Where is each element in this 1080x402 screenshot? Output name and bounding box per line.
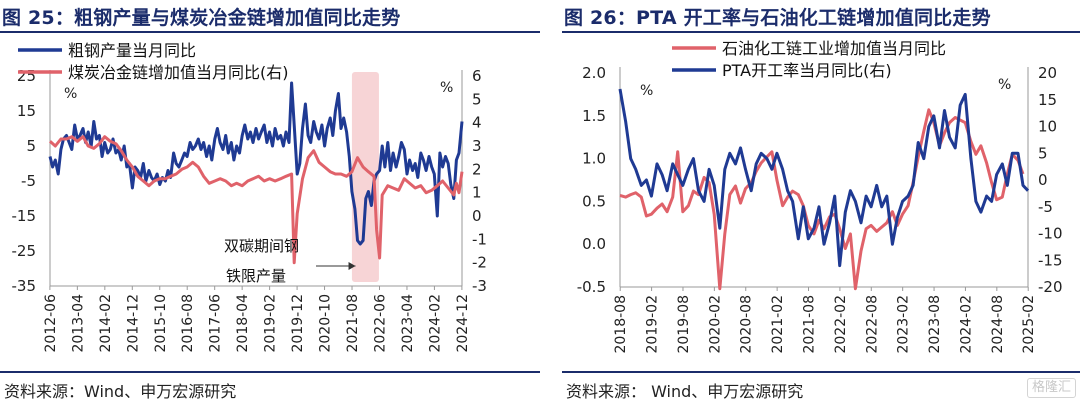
y-right-tick-label: 2 [472,160,482,178]
series-line-1 [619,108,1025,291]
source-note: 资料来源：Wind、申万宏源研究 [4,382,237,401]
y-right-tick-label: 20 [1038,64,1057,82]
x-tick-label: 2018-08 [613,295,629,354]
x-tick-label: 2013-04 [70,294,86,353]
y-right-tick-label: 0 [1038,171,1048,189]
y-right-tick-label: -3 [472,277,487,295]
y-right-tick-label: -15 [1038,251,1063,269]
x-tick-label: 2014-12 [125,294,141,353]
y-right-unit: % [440,80,453,96]
x-tick-label: 2015-10 [153,294,169,353]
x-tick-label: 2025-02 [1021,295,1037,354]
chart-svg-right: -0.5 0.0 0.5 1.0 1.5 2.0 -20 -15 -10 -5 0 5 10 15 20%%… [577,39,1063,354]
x-tick-label: 2022-08 [864,295,880,354]
x-tick-label: 2017-06 [208,294,224,353]
title-divider [0,31,540,33]
x-tick-label: 2020-02 [707,295,723,354]
y-right-tick-label: 4 [472,114,482,132]
y-right-tick-label: 0 [472,207,482,225]
y-left-tick-label: -35 [12,277,37,295]
x-tick-label: 2024-02 [427,294,443,353]
x-tick-label: 2019-02 [645,295,661,354]
y-right-tick-label: 5 [472,90,482,108]
y-left-tick-label: 15 [17,102,36,120]
y-left-tick-label: 2.0 [582,64,606,82]
y-left-tick-label: -5 [21,172,36,190]
chart-svg-left: -35 -25 -15 -5 5 15 25 -3 -2 -1 0 1 2 3 4 5 6% % 2012-06 20… [12,41,487,353]
x-tick-label: 2022-06 [372,294,388,353]
y-right-tick-label: 3 [472,137,482,155]
x-tick-label: 2021-08 [345,294,361,353]
y-left-tick-label: 0.0 [582,235,606,253]
x-tick-label: 2020-10 [318,294,334,353]
y-right-tick-label: -2 [472,254,487,272]
y-right-tick-label: 15 [1038,91,1057,109]
x-tick-label: 2012-06 [43,294,59,353]
y-left-tick-label: 1.0 [582,150,606,168]
x-tick-label: 2014-02 [98,294,114,353]
source-divider [562,371,1080,373]
y-left-unit: % [640,83,653,99]
legend-label-2: 煤炭冶金链增加值当月同比(右) [68,63,289,82]
legend-label-1: 粗钢产量当月同比 [68,41,196,60]
chart-title: 图 25：粗钢产量与煤炭冶金链增加值同比走势 [2,7,401,29]
y-left-tick-label: 0.5 [582,192,606,210]
source-note: 资料来源： Wind、申万宏源研究 [566,382,804,401]
y-left-tick-label: -25 [12,242,37,260]
series-line-2 [49,135,464,265]
legend-label-2: PTA开工率当月同比(右) [722,61,892,80]
chart-title: 图 26：PTA 开工率与石油化工链增加值同比走势 [564,7,991,29]
x-tick-label: 2023-02 [896,295,912,354]
x-tick-label: 2019-02 [263,294,279,353]
x-tick-label: 2021-08 [802,295,818,354]
y-right-unit: % [998,77,1011,93]
y-right-tick-label: -1 [472,230,487,248]
x-tick-label: 2024-12 [455,294,471,353]
y-left-tick-label: 5 [26,137,36,155]
series-line-1 [48,81,464,246]
x-tick-label: 2024-02 [958,295,974,354]
legend-label-1: 石油化工链工业增加值当月同比 [722,39,946,58]
y-right-tick-label: -10 [1038,225,1063,243]
x-tick-label: 2019-08 [676,295,692,354]
x-tick-label: 2018-04 [235,294,251,353]
y-right-tick-label: -5 [1038,198,1053,216]
watermark-logo: 格隆汇 [1026,378,1076,398]
chart-panel-left: 图 25：粗钢产量与煤炭冶金链增加值同比走势 -35 -25 -15 -5 5 15 25-… [0,7,540,401]
x-tick-label: 2019-12 [290,294,306,353]
source-divider [0,371,540,373]
y-left-tick-label: 1.5 [582,107,606,125]
y-right-tick-label: 10 [1038,118,1057,136]
y-left-tick-label: 25 [17,67,36,85]
y-left-unit: % [64,86,77,102]
x-tick-label: 2024-08 [990,295,1006,354]
series-line-2 [618,88,1030,268]
annotation-text: 铁限产量 [226,267,286,285]
annotation-arrowhead [348,262,356,270]
shaded-region [351,72,379,282]
x-tick-label: 2023-08 [927,295,943,354]
y-right-tick-label: 5 [1038,144,1048,162]
x-tick-label: 2016-08 [180,294,196,353]
y-left-tick-label: -0.5 [577,278,606,296]
x-tick-label: 2020-08 [739,295,755,354]
y-right-tick-label: 6 [472,67,482,85]
annotation-text: 双碳期间钢 [224,237,299,255]
chart-panel-right: 图 26：PTA 开工率与石油化工链增加值同比走势 -0.5 0.0 0.5 1.0 1… [562,0,1080,402]
x-tick-label: 2022-02 [833,295,849,354]
y-right-tick-label: 1 [472,184,482,202]
title-divider [562,31,1080,33]
x-tick-label: 2021-02 [770,295,786,354]
y-right-tick-label: -20 [1038,278,1063,296]
x-tick-label: 2023-04 [400,294,416,353]
y-left-tick-label: -15 [12,207,37,225]
